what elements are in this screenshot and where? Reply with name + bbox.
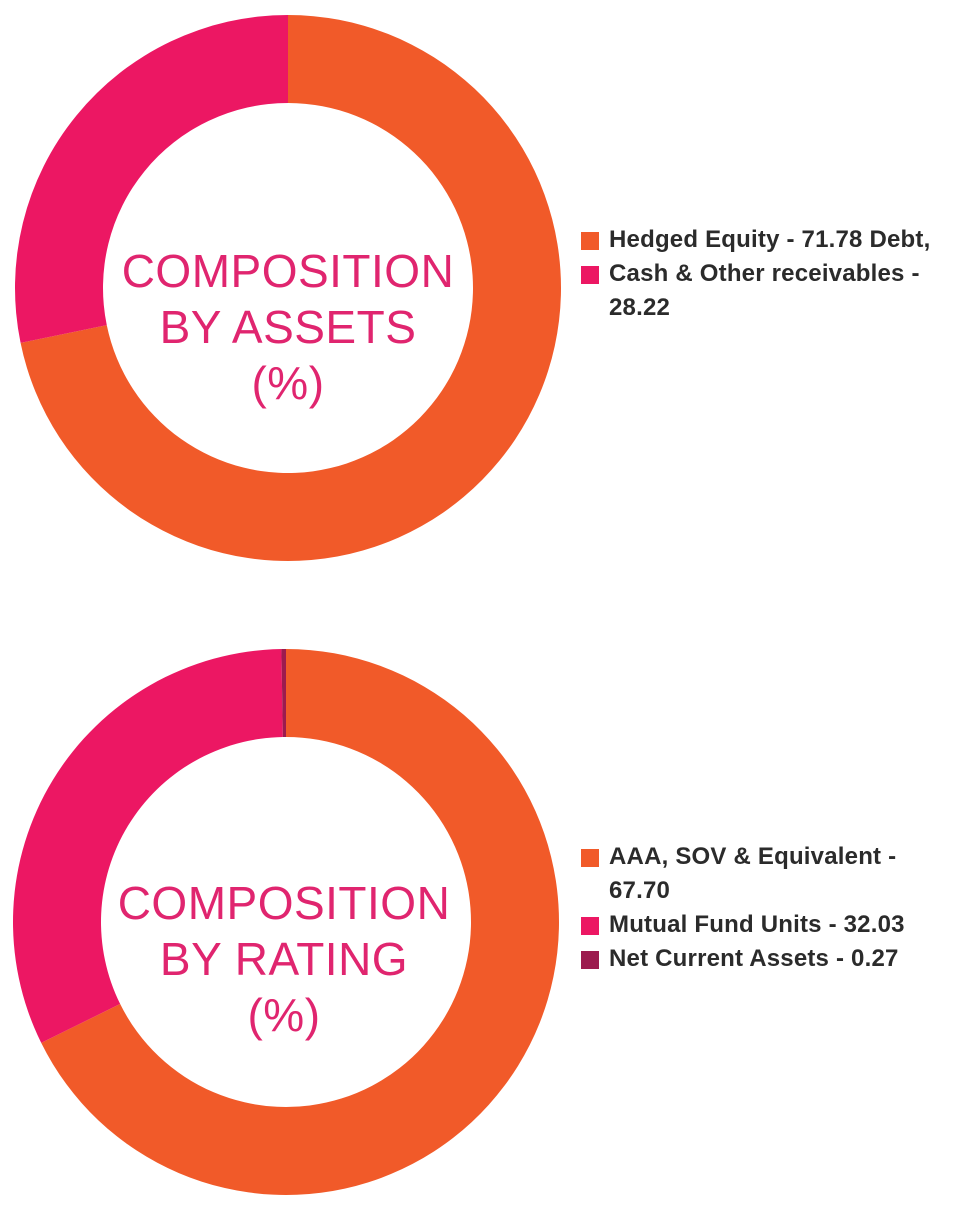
rating-title-line-3: (%): [247, 989, 321, 1041]
rating-slice-net-current-assets: [281, 649, 286, 738]
assets-legend-item-combined: Hedged Equity - 71.78 Debt, Cash & Other…: [581, 223, 961, 325]
assets-legend-text: Hedged Equity - 71.78 Debt, Cash & Other…: [609, 226, 931, 321]
rating-title-line-1: COMPOSITION: [117, 877, 451, 929]
composition-by-rating-chart: COMPOSITION BY RATING (%) AAA, SOV & Equ…: [0, 620, 980, 1220]
debt-cash-swatch: [581, 266, 599, 284]
assets-slice-debt-cash-other-receivables: [14, 15, 288, 343]
rating-legend-item-net-current: Net Current Assets - 0.27: [581, 942, 961, 976]
assets-title-line-2: BY ASSETS: [159, 301, 417, 353]
aaa-sov-legend-label: AAA, SOV & Equivalent - 67.70: [609, 843, 897, 904]
assets-title-line-1: COMPOSITION: [121, 245, 455, 297]
assets-legend: Hedged Equity - 71.78 Debt, Cash & Other…: [581, 223, 961, 325]
rating-slice-mutual-fund-units: [12, 649, 283, 1043]
rating-legend-item-mutual-fund: Mutual Fund Units - 32.03: [581, 908, 961, 942]
net-current-swatch: [581, 951, 599, 969]
rating-legend: AAA, SOV & Equivalent - 67.70 Mutual Fun…: [581, 840, 961, 976]
rating-donut: [12, 649, 560, 1195]
aaa-sov-swatch: [581, 849, 599, 867]
assets-slice-hedged-equity: [20, 15, 561, 561]
rating-title-line-2: BY RATING: [159, 933, 409, 985]
assets-title-line-3: (%): [251, 357, 325, 409]
rating-center-title: COMPOSITION BY RATING (%): [96, 875, 472, 1043]
mutual-fund-legend-label: Mutual Fund Units - 32.03: [609, 911, 905, 938]
composition-by-assets-chart: COMPOSITION BY ASSETS (%) Hedged Equity …: [0, 0, 980, 600]
assets-center-title: COMPOSITION BY ASSETS (%): [100, 243, 476, 411]
assets-donut: [14, 15, 561, 561]
hedged-equity-swatch: [581, 232, 599, 250]
rating-legend-item-aaa: AAA, SOV & Equivalent - 67.70: [581, 840, 961, 908]
rating-slice-aaa-sov-equivalent: [41, 649, 560, 1195]
mutual-fund-swatch: [581, 917, 599, 935]
net-current-legend-label: Net Current Assets - 0.27: [609, 945, 899, 972]
